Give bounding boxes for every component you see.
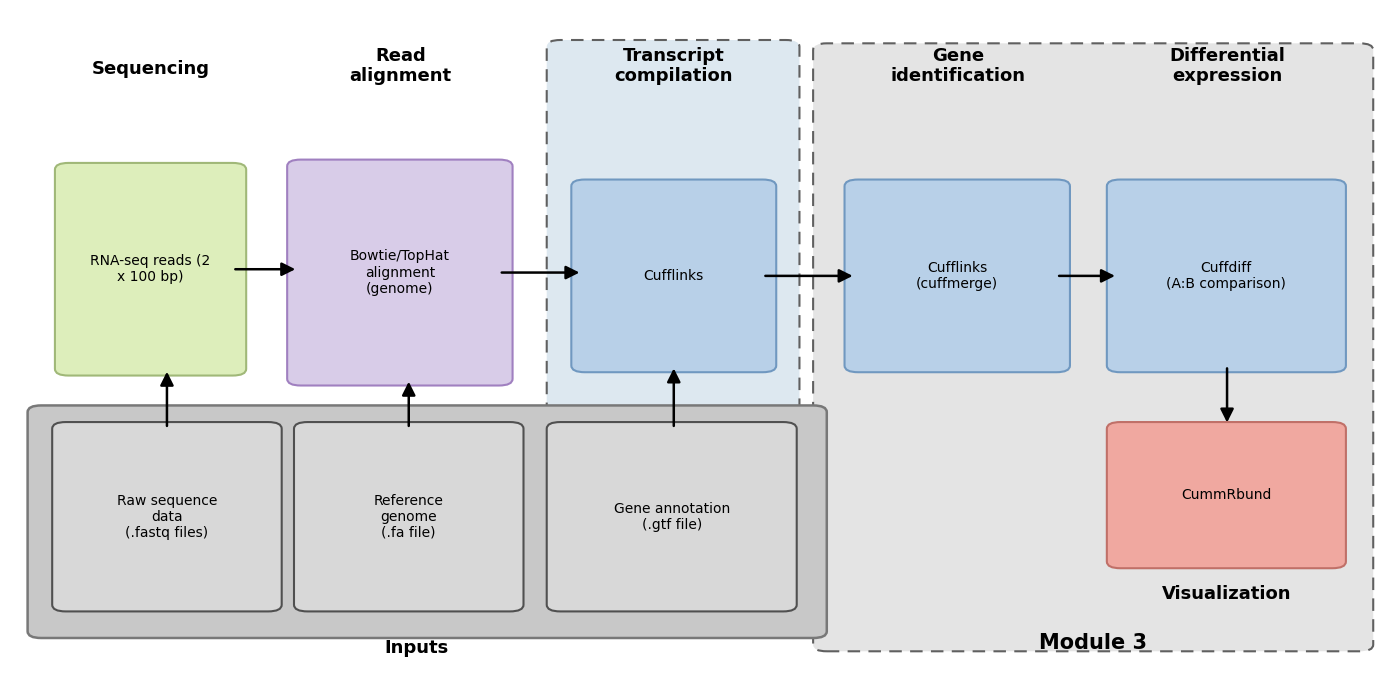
FancyBboxPatch shape (546, 40, 800, 425)
Text: Bowtie/TopHat
alignment
(genome): Bowtie/TopHat alignment (genome) (350, 250, 450, 296)
Text: CummRbund: CummRbund (1181, 488, 1271, 502)
Text: Inputs: Inputs (385, 639, 449, 658)
Text: RNA-seq reads (2
x 100 bp): RNA-seq reads (2 x 100 bp) (91, 254, 210, 284)
FancyBboxPatch shape (287, 159, 513, 386)
Text: Cufflinks: Cufflinks (644, 269, 704, 283)
Text: Read
alignment: Read alignment (350, 47, 452, 85)
Text: Raw sequence
data
(.fastq files): Raw sequence data (.fastq files) (117, 494, 217, 540)
Text: Differential
expression: Differential expression (1170, 47, 1285, 85)
FancyBboxPatch shape (1107, 180, 1347, 372)
FancyBboxPatch shape (546, 422, 797, 612)
Text: Module 3: Module 3 (1039, 633, 1147, 653)
Text: Cufflinks
(cuffmerge): Cufflinks (cuffmerge) (916, 261, 998, 291)
Text: Transcript
compilation: Transcript compilation (615, 47, 733, 85)
Text: Gene annotation
(.gtf file): Gene annotation (.gtf file) (613, 502, 730, 532)
FancyBboxPatch shape (54, 163, 247, 376)
FancyBboxPatch shape (28, 405, 827, 638)
Text: Sequencing: Sequencing (92, 60, 209, 78)
FancyBboxPatch shape (52, 422, 282, 612)
FancyBboxPatch shape (813, 43, 1373, 652)
FancyBboxPatch shape (845, 180, 1071, 372)
FancyBboxPatch shape (294, 422, 524, 612)
Text: Reference
genome
(.fa file): Reference genome (.fa file) (374, 494, 443, 540)
Text: Gene
identification: Gene identification (891, 47, 1026, 85)
Text: Cuffdiff
(A:B comparison): Cuffdiff (A:B comparison) (1167, 261, 1287, 291)
FancyBboxPatch shape (572, 180, 776, 372)
Text: Visualization: Visualization (1163, 585, 1292, 603)
FancyBboxPatch shape (1107, 422, 1347, 568)
